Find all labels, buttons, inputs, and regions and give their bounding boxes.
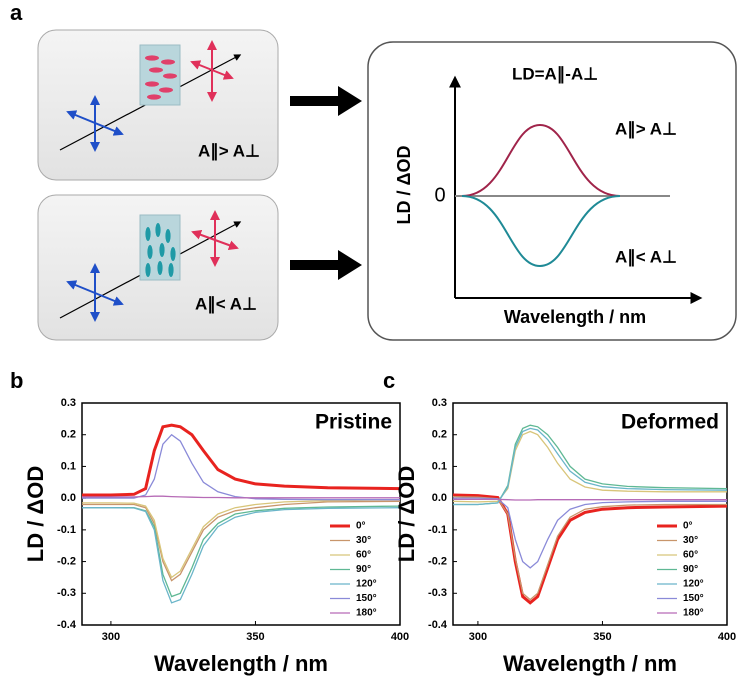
series-line [82,500,401,582]
relation-label: A∥> A⊥ [615,119,677,138]
y-tick-label: 0.2 [432,429,447,441]
zero-label: 0 [434,184,445,206]
series-line [82,433,400,501]
x-tick-label: 350 [593,631,611,643]
panel-label: a [10,0,23,25]
schematic-top: A∥> A⊥ [37,29,279,181]
schematic-bottom: A∥< A⊥ [37,194,279,341]
y-tick-label: -0.4 [57,619,77,631]
legend-label: 60° [356,550,371,561]
y-tick-label: 0.3 [432,397,447,409]
legend-label: 60° [683,550,698,561]
y-tick-label: 0.1 [432,460,447,472]
legend-label: 120° [683,579,704,590]
series-line [82,499,401,579]
chart-title: Deformed [621,411,719,434]
series-line [453,498,727,501]
series-line [82,507,401,604]
y-axis-label: LD / ΔOD [394,466,419,562]
legend-label: 30° [356,535,371,546]
series-line [452,495,727,601]
y-tick-label: 0.0 [61,492,76,504]
relation-label: A∥> A⊥ [198,141,260,160]
legend-label: 90° [356,564,371,575]
legend-label: 120° [356,579,377,590]
y-tick-label: -0.2 [428,555,447,567]
y-axis-label: LD / ΔOD [394,146,414,225]
plot-frame [81,402,401,626]
legend-label: 150° [356,593,377,604]
y-tick-label: -0.1 [57,524,76,536]
y-tick-label: -0.3 [57,587,76,599]
big-arrows [290,86,362,280]
y-tick-label: -0.1 [428,524,447,536]
panel-label: c [383,368,395,393]
legend-label: 30° [683,535,698,546]
x-axis-label: Wavelength / nm [504,307,646,327]
series-line [82,423,401,497]
legend-label: 150° [683,593,704,604]
y-tick-label: 0.2 [61,429,76,441]
y-tick-label: -0.2 [57,555,76,567]
x-tick-label: 300 [102,631,120,643]
y-tick-label: 0.3 [61,397,76,409]
series-line [82,495,400,499]
legend-label: 180° [683,608,704,619]
chart-title: Pristine [315,411,392,434]
panel-label: b [10,368,23,393]
relation-label: A∥< A⊥ [615,247,677,266]
x-axis-label: Wavelength / nm [503,651,677,676]
y-tick-label: -0.4 [428,619,448,631]
x-tick-label: 350 [246,631,264,643]
x-tick-label: 300 [469,631,487,643]
x-tick-label: 400 [718,631,736,643]
y-tick-label: -0.3 [428,587,447,599]
plot-frame [452,402,728,626]
y-axis-label: LD / ΔOD [23,466,48,562]
schematic-ld: LD=A∥-A⊥ 0 A∥> A⊥ A∥< A⊥ LD / ΔOD Wavele… [367,41,737,341]
relation-label: A∥< A⊥ [195,294,257,313]
x-axis-label: Wavelength / nm [154,651,328,676]
equation: LD=A∥-A⊥ [512,64,598,83]
series-line [452,430,727,503]
legend-label: 180° [356,608,377,619]
series-line [453,427,728,506]
y-tick-label: 0.0 [432,492,447,504]
legend-label: 0° [683,521,693,532]
legend-label: 0° [356,521,366,532]
series-line [453,497,727,569]
x-tick-label: 400 [391,631,409,643]
series-line [453,424,728,506]
y-tick-label: 0.1 [61,460,76,472]
legend-label: 90° [683,564,698,575]
series-line [82,505,401,598]
